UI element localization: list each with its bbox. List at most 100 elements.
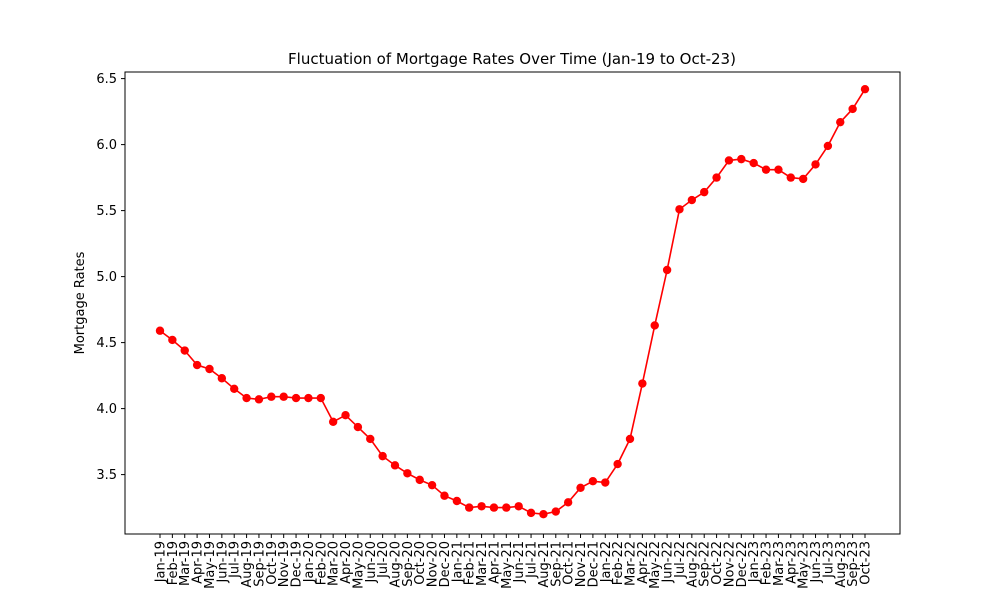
y-axis-ticks: 3.5 4.0 4.5 5.0 5.5 6.0 6.5 — [96, 72, 125, 483]
data-point — [279, 392, 288, 401]
data-point — [588, 477, 598, 486]
data-point — [774, 165, 783, 174]
data-point — [341, 411, 350, 420]
x-tick-label: Nov-20 — [426, 541, 441, 587]
data-point — [811, 160, 820, 169]
data-point — [539, 510, 548, 519]
data-point — [724, 156, 734, 165]
plot-frame — [124, 71, 901, 535]
data-point — [353, 422, 363, 432]
x-tick-label: Feb-19 — [166, 541, 181, 585]
data-point — [192, 360, 202, 370]
x-tick-label: Mar-20 — [327, 541, 342, 586]
data-point — [155, 326, 165, 335]
x-tick-label: May-22 — [648, 541, 663, 589]
data-point — [267, 392, 276, 401]
x-tick-label: Mar-21 — [475, 541, 490, 586]
x-tick-label: Apr-21 — [487, 541, 502, 584]
data-point — [650, 321, 659, 330]
data-point — [848, 104, 857, 114]
x-tick-label: Jan-23 — [747, 541, 762, 583]
x-tick-label: Feb-20 — [314, 541, 329, 585]
data-point — [860, 84, 870, 94]
y-tick-label: 5.5 — [96, 204, 117, 219]
x-tick-label: Aug-19 — [240, 541, 255, 588]
x-tick-label: Dec-19 — [290, 541, 305, 587]
y-tick-label: 4.5 — [96, 336, 117, 351]
data-point — [798, 174, 808, 184]
x-tick-label: Jan-19 — [154, 541, 169, 583]
x-tick-label: Mar-23 — [772, 541, 787, 586]
x-tick-label: Apr-20 — [339, 541, 354, 584]
data-point — [242, 393, 251, 403]
data-point — [403, 469, 412, 478]
data-point — [390, 461, 400, 470]
data-point — [366, 434, 375, 444]
data-point — [823, 141, 833, 151]
x-tick-label: Jul-19 — [228, 541, 243, 579]
data-point — [613, 459, 622, 469]
x-tick-label: Oct-20 — [413, 541, 428, 585]
x-tick-label: Jul-21 — [525, 541, 540, 579]
x-tick-label: Oct-21 — [562, 541, 577, 585]
x-tick-label: Jul-22 — [673, 541, 688, 579]
data-point — [749, 158, 758, 168]
x-axis-ticks: Jan-19Feb-19Mar-19Apr-19May-19Jun-19Jul-… — [154, 534, 874, 589]
data-point — [576, 483, 585, 492]
data-point — [737, 154, 746, 164]
data-point — [180, 346, 189, 355]
x-tick-label: Dec-21 — [586, 541, 601, 587]
x-tick-label: Oct-23 — [859, 541, 874, 585]
x-tick-label: Sep-21 — [549, 541, 564, 587]
x-tick-label: Feb-23 — [760, 541, 775, 585]
data-point — [465, 503, 474, 512]
data-point — [563, 498, 573, 507]
data-point — [526, 508, 536, 518]
x-tick-label: Jan-20 — [302, 541, 317, 583]
data-point — [625, 434, 635, 444]
data-point — [502, 503, 511, 512]
x-tick-label: Dec-22 — [735, 541, 750, 587]
data-point — [638, 379, 647, 388]
x-tick-label: Aug-22 — [685, 541, 700, 588]
x-tick-label: Mar-19 — [178, 541, 193, 586]
x-tick-label: Mar-22 — [624, 541, 639, 586]
x-tick-label: Jun-21 — [512, 541, 527, 584]
x-tick-label: May-21 — [500, 541, 515, 589]
x-tick-label: Jun-19 — [215, 541, 230, 584]
data-point — [316, 393, 325, 403]
x-tick-label: Feb-21 — [463, 541, 478, 585]
data-point — [415, 475, 424, 485]
y-tick-label: 3.5 — [96, 468, 117, 483]
y-tick-label: 4.0 — [96, 402, 117, 417]
x-tick-label: Sep-20 — [401, 541, 416, 587]
x-tick-label: Jan-21 — [450, 541, 465, 583]
data-point — [440, 491, 449, 500]
x-tick-label: Apr-19 — [191, 541, 206, 584]
data-point — [254, 395, 264, 404]
x-tick-label: May-23 — [797, 541, 812, 589]
data-point — [168, 335, 177, 345]
data-point — [489, 503, 499, 512]
x-tick-label: Jan-22 — [599, 541, 614, 583]
data-point — [712, 173, 721, 182]
x-tick-label: May-19 — [203, 541, 218, 589]
x-tick-label: Aug-21 — [537, 541, 552, 588]
data-point — [514, 502, 523, 511]
x-tick-label: Sep-22 — [698, 541, 713, 587]
data-point — [662, 265, 672, 275]
data-point — [786, 173, 795, 182]
data-point — [675, 205, 684, 214]
chart-title: Fluctuation of Mortgage Rates Over Time … — [288, 50, 736, 68]
data-point — [477, 502, 486, 511]
x-tick-label: Oct-19 — [265, 541, 280, 585]
x-tick-label: Feb-22 — [611, 541, 626, 585]
data-point — [304, 393, 313, 403]
data-point — [687, 195, 697, 205]
x-tick-label: Sep-19 — [252, 541, 267, 587]
data-point — [700, 187, 709, 197]
x-tick-label: Aug-23 — [834, 541, 849, 588]
data-point — [452, 496, 462, 506]
